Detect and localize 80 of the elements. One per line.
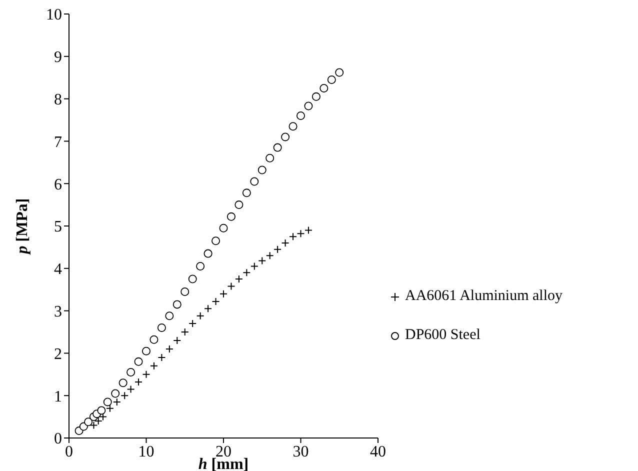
point (312, 92, 320, 101)
point (134, 378, 143, 386)
x-tick-label: 40 (370, 443, 386, 460)
point (150, 362, 158, 370)
y-tick-label: 7 (54, 134, 62, 151)
point (304, 102, 313, 110)
x-tick-label: 30 (292, 443, 309, 460)
point (150, 335, 158, 344)
point (273, 143, 282, 152)
y-tick-label: 2 (54, 346, 62, 363)
point (289, 232, 298, 241)
point (165, 312, 174, 320)
point (296, 230, 305, 238)
point (90, 421, 98, 430)
point (327, 75, 336, 84)
y-axis-title: p [MPa] (14, 198, 31, 256)
point (142, 370, 150, 378)
point (120, 392, 129, 400)
point (196, 262, 205, 271)
y-tick-label: 5 (54, 218, 62, 236)
point (142, 346, 150, 356)
point (94, 417, 102, 426)
point (266, 252, 274, 260)
point (335, 68, 344, 77)
point (219, 224, 228, 232)
point (188, 320, 197, 328)
point (172, 300, 182, 309)
point (180, 328, 189, 336)
point (157, 324, 166, 332)
y-tick-label: 9 (54, 49, 62, 66)
point (126, 368, 136, 377)
point (97, 406, 106, 415)
point (242, 268, 251, 277)
point (281, 132, 290, 142)
point (266, 154, 274, 162)
y-tick-label: 3 (54, 303, 62, 320)
point (84, 418, 93, 426)
point (204, 249, 212, 258)
y-tick-label: 10 (46, 6, 62, 24)
point (212, 236, 220, 246)
x-tick-label: 0 (65, 443, 73, 460)
point (158, 353, 166, 362)
x-tick-label: 10 (138, 443, 154, 460)
point (173, 336, 182, 344)
y-tick-label: 0 (54, 430, 62, 448)
point (134, 357, 143, 366)
legend-label: AA6061 Aluminium alloy (405, 288, 562, 305)
point (196, 312, 204, 320)
point (234, 200, 244, 210)
point (227, 282, 236, 290)
point (296, 112, 305, 120)
point (288, 122, 298, 131)
y-tick-label: 4 (54, 261, 62, 278)
point (126, 385, 135, 394)
point (320, 84, 328, 92)
point (274, 245, 282, 254)
point (103, 398, 112, 406)
point (188, 274, 197, 284)
point (118, 378, 128, 388)
legend-label: DP600 Steel (405, 327, 480, 344)
point (242, 188, 251, 198)
point (220, 290, 228, 298)
y-tick-label: 1 (54, 388, 62, 406)
point (250, 177, 259, 186)
point (212, 297, 220, 306)
point (234, 275, 243, 283)
y-tick-label: 8 (54, 91, 62, 108)
point (281, 238, 290, 247)
point (204, 304, 212, 313)
point (258, 166, 266, 174)
point (112, 398, 121, 406)
point (226, 212, 236, 221)
point (304, 226, 312, 234)
point (106, 404, 114, 412)
point (258, 256, 266, 265)
y-tick-label: 6 (54, 176, 62, 194)
point (250, 262, 258, 270)
point (165, 344, 174, 353)
point (111, 389, 120, 398)
point (180, 287, 190, 296)
